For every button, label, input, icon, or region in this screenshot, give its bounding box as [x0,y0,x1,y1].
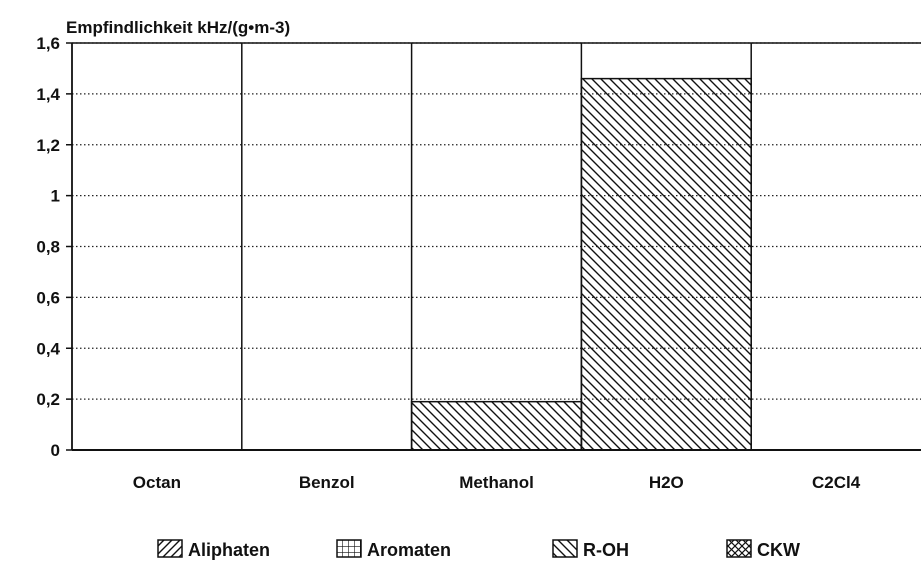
gridlines [72,42,921,400]
legend: Aliphaten Aromaten R-OH CKW [157,539,800,560]
legend-label-aliphaten: Aliphaten [188,540,270,560]
x-axis-categories: Octan Benzol Methanol H2O C2Cl4 [133,473,861,492]
axes [71,42,921,451]
y-tick-label-1: 0,2 [36,390,60,409]
x-category-label-h2o: H2O [649,473,684,492]
legend-swatch-ckw [726,539,752,558]
y-tick-label-8: 1,6 [36,34,60,53]
y-tick-label-5: 1 [51,187,60,206]
bar-r-oh-h2o [580,77,752,451]
legend-label-r-oh: R-OH [583,540,629,560]
x-category-label-benzol: Benzol [299,473,355,492]
y-tick-label-6: 1,2 [36,136,60,155]
x-category-label-c2cl4: C2Cl4 [812,473,861,492]
legend-label-ckw: CKW [757,540,800,560]
legend-swatch-r-oh [552,539,578,558]
legend-swatch-aliphaten [157,539,183,558]
y-tick-label-7: 1,4 [36,85,60,104]
y-tick-label-3: 0,6 [36,288,60,307]
y-tick-label-0: 0 [51,441,60,460]
y-tick-label-4: 0,8 [36,238,60,257]
y-tick-label-2: 0,4 [36,339,60,358]
y-axis-ticks: 0 0,2 0,4 0,6 0,8 1 1,2 1,4 1,6 [36,34,72,460]
bar-r-oh-methanol [410,400,583,451]
x-category-label-octan: Octan [133,473,181,492]
x-category-label-methanol: Methanol [459,473,534,492]
legend-swatch-aromaten [336,539,362,558]
legend-label-aromaten: Aromaten [367,540,451,560]
category-separators [241,43,752,450]
chart-title: Empfindlichkeit kHz/(g•m-3) [66,18,290,37]
